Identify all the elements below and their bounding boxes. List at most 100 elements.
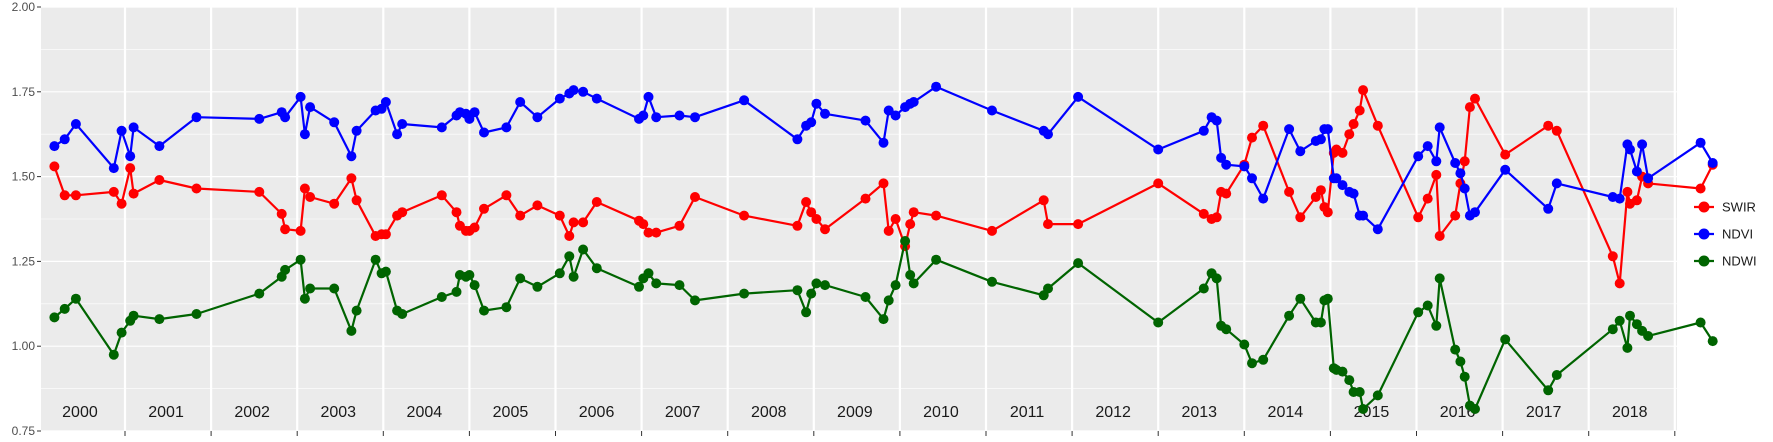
data-point-ndvi — [1295, 146, 1306, 157]
data-point-ndvi — [1358, 210, 1369, 221]
data-point-ndwi — [1211, 273, 1222, 284]
data-point-ndwi — [1614, 315, 1625, 326]
data-point-swir — [1258, 120, 1269, 131]
data-point-swir — [578, 217, 589, 228]
data-point-ndvi — [436, 122, 447, 133]
data-point-ndvi — [1247, 173, 1257, 184]
data-point-ndvi — [515, 97, 526, 107]
data-point-ndwi — [397, 309, 408, 319]
data-point-ndvi — [254, 113, 265, 124]
data-point-ndvi — [568, 85, 579, 96]
data-point-swir — [532, 200, 543, 211]
data-point-swir — [451, 207, 462, 218]
data-point-ndwi — [515, 273, 526, 284]
data-point-ndwi — [900, 236, 911, 246]
legend-label: NDWI — [1722, 254, 1757, 269]
data-point-ndwi — [792, 285, 803, 296]
data-point-swir — [908, 207, 919, 218]
data-point-ndwi — [116, 327, 127, 338]
y-tick-label: 2.00 — [12, 0, 36, 14]
data-point-ndwi — [479, 305, 489, 316]
data-point-swir — [931, 210, 942, 221]
data-point-swir — [1284, 186, 1295, 197]
data-point-ndwi — [931, 254, 942, 265]
data-point-ndvi — [1434, 122, 1445, 133]
data-point-swir — [554, 210, 565, 221]
data-point-ndwi — [643, 268, 654, 279]
legend-key-point — [1698, 228, 1710, 240]
data-point-swir — [254, 186, 265, 197]
year-label: 2003 — [320, 404, 356, 421]
data-point-ndvi — [305, 102, 316, 113]
data-point-ndvi — [1551, 178, 1562, 189]
data-point-ndwi — [905, 270, 916, 280]
data-point-ndwi — [1315, 317, 1326, 328]
data-point-ndvi — [1073, 91, 1084, 102]
data-point-ndvi — [380, 97, 391, 107]
data-point-ndvi — [1284, 124, 1295, 135]
data-point-swir — [1354, 105, 1365, 116]
data-point-swir — [1614, 278, 1625, 289]
data-point-ndvi — [1322, 124, 1333, 135]
data-point-ndwi — [1337, 366, 1348, 377]
data-point-ndvi — [643, 91, 654, 102]
data-point-ndvi — [299, 129, 310, 140]
data-point-swir — [638, 219, 649, 230]
data-point-swir — [811, 214, 822, 224]
data-point-ndvi — [908, 97, 919, 107]
legend: SWIR NDVI NDWI — [1694, 200, 1757, 269]
data-point-ndvi — [1637, 139, 1648, 150]
data-point-ndwi — [568, 271, 579, 282]
data-point-swir — [1221, 188, 1232, 199]
year-label: 2004 — [407, 404, 443, 421]
series-line-ndwi — [53, 239, 1714, 411]
data-point-swir — [674, 220, 685, 231]
data-point-ndwi — [154, 314, 165, 325]
data-point-ndwi — [1073, 258, 1084, 269]
data-point-ndwi — [1431, 320, 1442, 331]
data-point-swir — [1198, 208, 1209, 219]
data-point-ndvi — [578, 86, 589, 97]
data-point-swir — [1038, 195, 1049, 206]
data-point-ndwi — [329, 283, 340, 294]
data-point-ndwi — [634, 281, 644, 292]
data-point-ndvi — [987, 105, 997, 116]
data-point-swir — [128, 188, 139, 199]
data-point-ndvi — [811, 98, 822, 109]
data-point-swir — [860, 193, 871, 204]
data-point-ndwi — [295, 254, 306, 265]
year-label: 2012 — [1095, 404, 1131, 421]
data-point-ndwi — [987, 276, 997, 287]
data-point-ndvi — [59, 134, 70, 145]
year-label: 2011 — [1010, 404, 1045, 421]
data-point-ndwi — [1707, 336, 1718, 347]
grid-lines — [41, 6, 1677, 432]
data-point-swir — [1153, 178, 1164, 189]
data-point-ndvi — [397, 119, 408, 129]
data-point-swir — [1464, 102, 1475, 113]
data-point-ndvi — [1331, 173, 1342, 184]
data-point-ndvi — [1043, 129, 1053, 140]
legend-key-point — [1698, 201, 1710, 213]
data-point-ndvi — [931, 81, 942, 92]
data-point-ndvi — [125, 151, 136, 162]
data-point-ndvi — [1372, 224, 1383, 235]
data-point-swir — [1073, 219, 1084, 230]
data-point-ndwi — [305, 283, 316, 294]
year-label: 2001 — [148, 404, 184, 421]
data-point-ndwi — [1344, 375, 1355, 386]
data-point-swir — [1631, 195, 1642, 206]
y-tick-label: 1.25 — [12, 254, 36, 268]
year-label: 2017 — [1526, 404, 1562, 421]
data-point-swir — [108, 186, 119, 197]
year-label: 2006 — [579, 404, 615, 421]
series-line-swir — [53, 88, 1714, 285]
data-point-ndvi — [690, 112, 700, 123]
data-point-ndwi — [532, 281, 543, 292]
data-point-swir — [878, 178, 889, 189]
data-point-swir — [469, 222, 480, 233]
data-point-swir — [1551, 125, 1562, 136]
data-point-ndvi — [1450, 158, 1461, 168]
data-point-ndwi — [501, 302, 512, 313]
